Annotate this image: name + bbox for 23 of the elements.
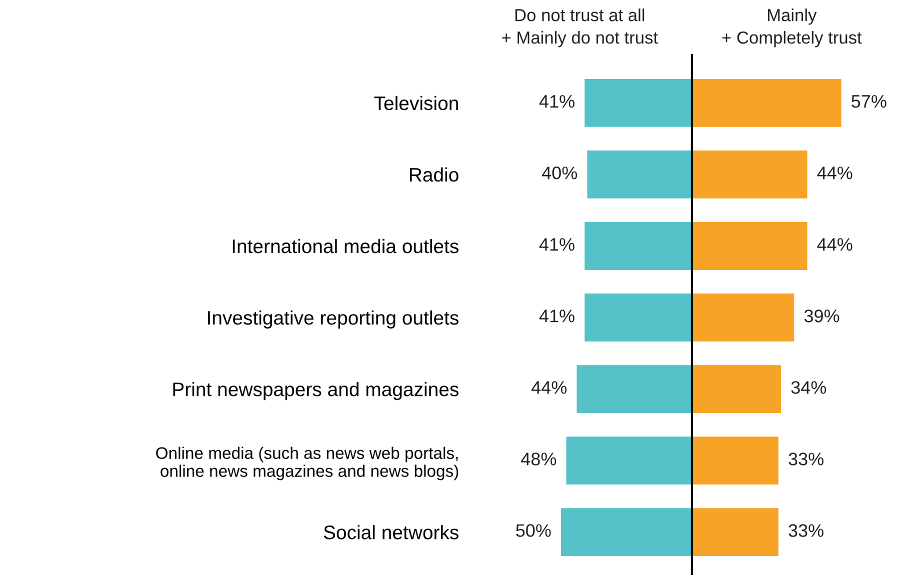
y-tick-label: Investigative reporting outlets xyxy=(208,310,458,329)
y-tick-label: Radio xyxy=(410,167,458,182)
data-label: 34% xyxy=(791,381,826,394)
y-tick-label: Social networks xyxy=(324,525,458,540)
series-label: Mainly + Completely trust xyxy=(722,8,862,48)
data-label: 40% xyxy=(542,166,578,180)
data-label: 33% xyxy=(788,524,824,537)
data-label: 41% xyxy=(539,310,574,322)
data-label: 44% xyxy=(531,381,567,394)
data-label: 41% xyxy=(539,95,574,108)
data-label: 41% xyxy=(539,238,574,251)
data-label: 39% xyxy=(804,310,840,322)
data-label: 33% xyxy=(788,452,824,466)
data-label: 44% xyxy=(817,166,852,180)
y-tick-label: Television xyxy=(374,96,458,110)
data-label: 48% xyxy=(521,452,556,466)
y-tick-label: Online media (such as news web portals, online news magazines and news blogs) xyxy=(156,446,458,480)
y-tick-label: Print newspapers and magazines xyxy=(173,382,458,400)
y-tick-label: International media outlets xyxy=(232,238,458,254)
data-label: 44% xyxy=(817,238,852,251)
series-label: Do not trust at all + Mainly do not trust xyxy=(502,8,658,48)
data-label: 50% xyxy=(516,524,551,537)
data-label: 57% xyxy=(852,95,886,108)
